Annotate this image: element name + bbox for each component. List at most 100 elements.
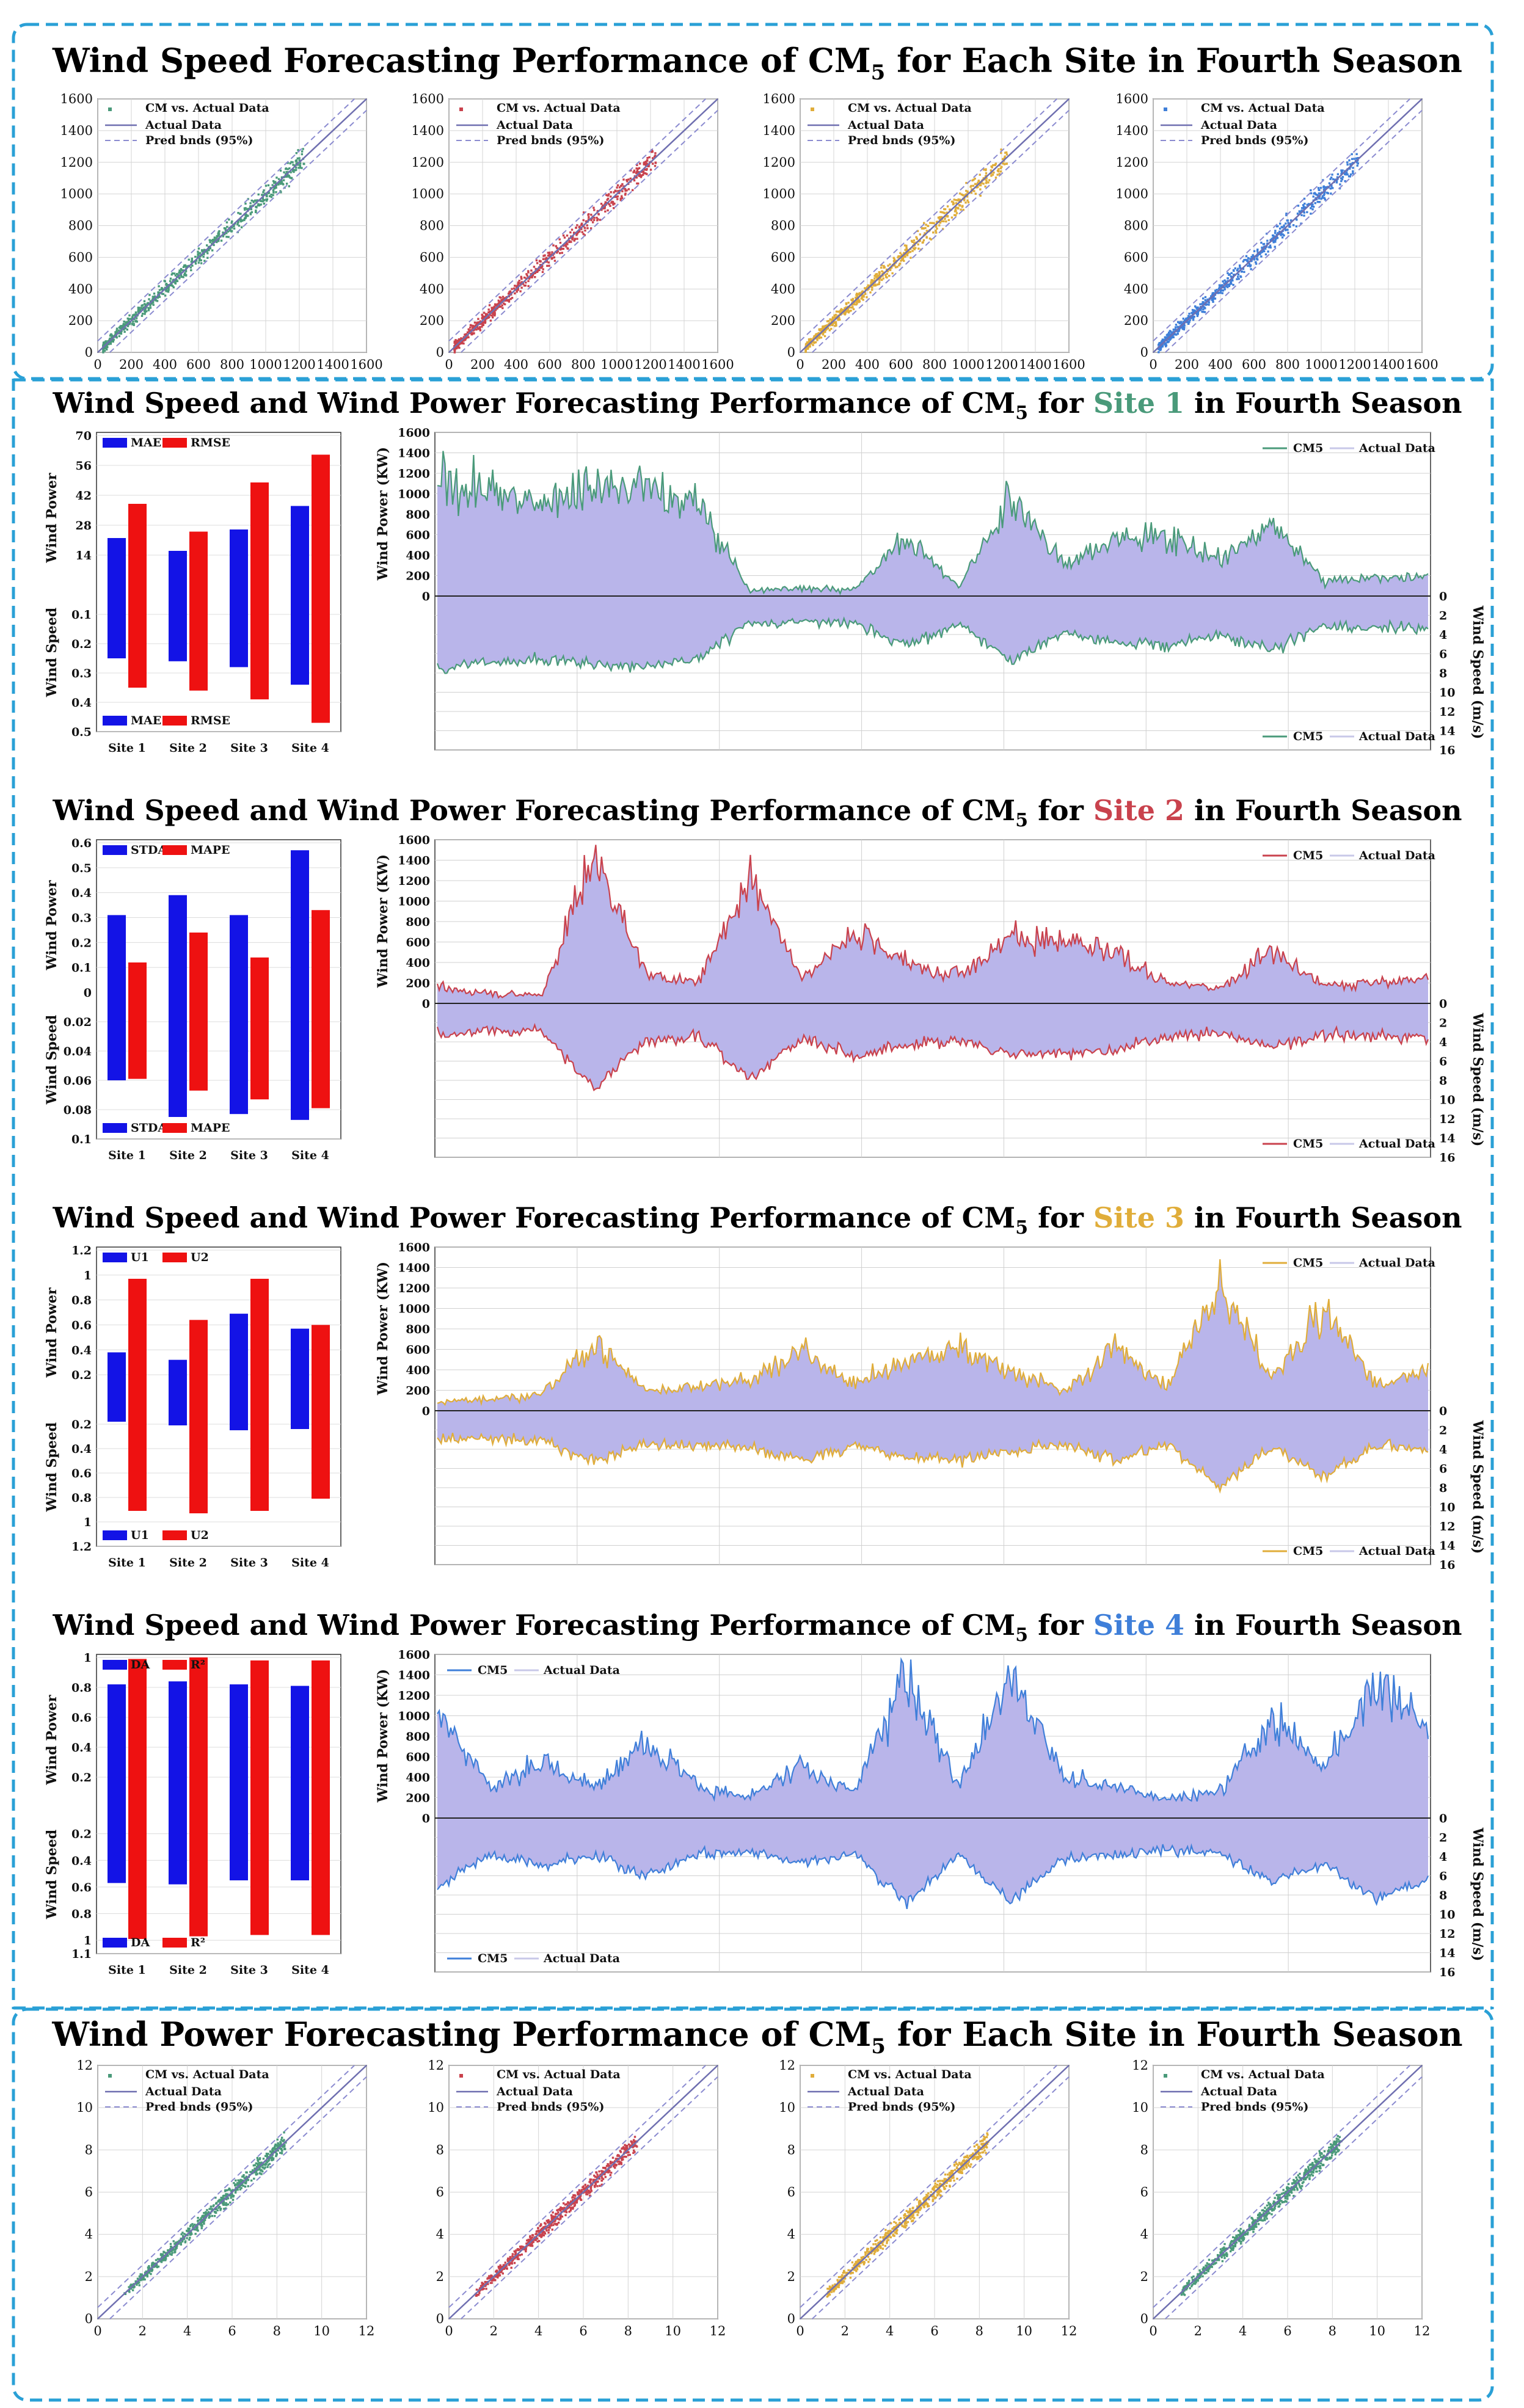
scatter-point xyxy=(1204,296,1207,299)
scatter-point xyxy=(836,2283,839,2286)
scatter-point xyxy=(197,2229,199,2232)
scatter-point xyxy=(115,329,118,332)
scatter-point xyxy=(830,2286,833,2289)
y-tick-label: 600 xyxy=(771,250,795,264)
scatter-point xyxy=(627,2151,629,2153)
scatter-point xyxy=(1297,205,1300,207)
scatter-point xyxy=(505,2264,508,2268)
scatter-point xyxy=(921,227,924,230)
row-title-text: Wind Speed and Wind Power Forecasting Pe… xyxy=(52,1609,1015,1642)
scatter-point xyxy=(239,220,242,223)
row-title-text: Wind Speed and Wind Power Forecasting Pe… xyxy=(52,387,1015,420)
scatter-point xyxy=(1248,263,1251,265)
scatter-point xyxy=(965,2166,968,2169)
scatter-point xyxy=(626,180,629,183)
scatter-point xyxy=(1339,183,1341,186)
scatter-point xyxy=(858,292,861,294)
scatter-point xyxy=(111,336,113,339)
x-tick-label: 1200 xyxy=(634,357,666,372)
scatter-point xyxy=(959,192,961,195)
scatter-point xyxy=(489,2275,492,2278)
y-tick-label: 1600 xyxy=(60,92,93,106)
scatter-point xyxy=(834,2283,836,2286)
scatter-point xyxy=(476,326,479,329)
scatter-point xyxy=(582,219,585,222)
scatter-point xyxy=(1253,257,1256,260)
scatter-point xyxy=(596,218,599,220)
scatter-point xyxy=(619,2162,622,2165)
scatter-point xyxy=(1211,299,1214,302)
scatter-point xyxy=(1302,210,1305,213)
scatter-point xyxy=(1341,171,1343,173)
scatter-point xyxy=(197,250,199,253)
scatter-point xyxy=(253,2164,257,2167)
scatter-point xyxy=(498,296,501,299)
scatter-point xyxy=(875,275,878,278)
scatter-point xyxy=(622,2158,624,2161)
scatter-point xyxy=(984,178,986,181)
scatter-point xyxy=(1214,289,1217,292)
scatter-point xyxy=(971,179,974,182)
scatter-point xyxy=(916,2214,919,2216)
scatter-point xyxy=(484,313,487,315)
scatter-point xyxy=(249,2170,252,2173)
scatter-point xyxy=(1268,246,1271,249)
scatter-point xyxy=(973,190,975,192)
scatter-point xyxy=(164,2259,166,2261)
y-tick-label: 600 xyxy=(68,250,93,264)
scatter-point xyxy=(1238,278,1240,280)
scatter-point xyxy=(1227,283,1230,286)
scatter-point xyxy=(291,170,294,172)
scatter-point xyxy=(1260,255,1263,258)
scatter-point xyxy=(1279,222,1282,225)
scatter-point xyxy=(242,2174,245,2177)
scatter-point xyxy=(909,250,912,253)
scatter-point xyxy=(203,260,206,262)
scatter-point xyxy=(296,157,299,160)
scatter-point xyxy=(1349,167,1351,170)
scatter-point xyxy=(617,190,619,192)
scatter-point xyxy=(997,170,1000,173)
scatter-point xyxy=(988,179,991,181)
scatter-point xyxy=(461,340,464,343)
scatter-point xyxy=(1227,272,1229,275)
scatter-point xyxy=(1191,308,1194,311)
scatter-point xyxy=(868,285,870,288)
x-tick-label: 4 xyxy=(886,2324,894,2338)
scatter-point xyxy=(150,2272,152,2275)
scatter-point xyxy=(237,220,239,224)
scatter-point xyxy=(1280,231,1283,234)
scatter-point xyxy=(845,306,847,309)
row-title-text: Wind Speed and Wind Power Forecasting Pe… xyxy=(52,794,1015,827)
top-title: Wind Speed Forecasting Performance of CM… xyxy=(52,41,1462,85)
scatter-point xyxy=(979,173,981,176)
scatter-point xyxy=(170,2246,172,2248)
scatter-point xyxy=(122,324,125,326)
scatter-point xyxy=(538,2239,541,2242)
scatter-point xyxy=(828,2293,831,2296)
scatter-point xyxy=(479,2285,483,2287)
scatter-point xyxy=(985,2152,987,2154)
scatter-point xyxy=(499,2264,501,2267)
scatter-point xyxy=(983,2137,986,2139)
scatter-point xyxy=(895,2222,897,2224)
y-tick-label: 1200 xyxy=(1116,155,1148,170)
scatter-point xyxy=(822,326,825,329)
scatter-point xyxy=(477,2294,480,2296)
scatter-point xyxy=(857,2264,859,2267)
scatter-point xyxy=(1303,214,1305,217)
scatter-point xyxy=(935,230,937,232)
scatter-point xyxy=(624,187,627,191)
legend-label-points: CM vs. Actual Data xyxy=(497,2068,621,2081)
scatter-point xyxy=(1197,313,1200,316)
scatter-point xyxy=(1352,167,1354,169)
scatter-point xyxy=(531,275,533,278)
scatter-point xyxy=(998,173,1001,175)
scatter-point xyxy=(189,266,192,269)
scatter-point xyxy=(274,186,276,189)
scatter-point xyxy=(1202,310,1205,313)
scatter-point xyxy=(886,2242,888,2244)
scatter-point xyxy=(538,260,541,262)
scatter-point xyxy=(1349,173,1352,176)
scatter-point xyxy=(618,2160,621,2163)
